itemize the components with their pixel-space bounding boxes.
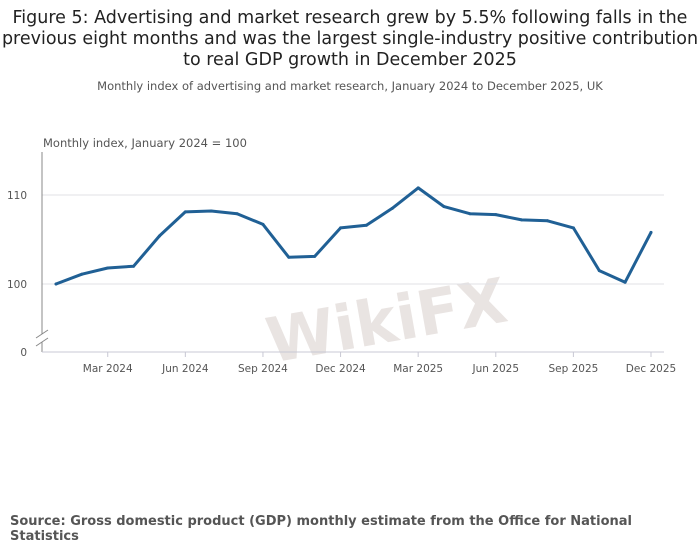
y-tick-label: 110	[7, 190, 27, 202]
data-point-apr-2024	[132, 264, 136, 268]
y-axis-label: Monthly index, January 2024 = 100	[43, 136, 247, 150]
x-tick-label: Sep 2025	[548, 363, 598, 375]
watermark: WikiFX	[261, 264, 512, 378]
data-point-sep-2025	[571, 226, 575, 230]
data-point-jun-2025	[494, 213, 498, 217]
data-point-dec-2025	[649, 230, 653, 234]
y-tick-label: 0	[20, 347, 27, 359]
data-point-jan-2024	[54, 282, 58, 286]
data-point-aug-2025	[546, 219, 550, 223]
x-tick-label: Sep 2024	[238, 363, 288, 375]
x-tick-label: Mar 2024	[83, 363, 133, 375]
x-tick-label: Jun 2025	[472, 363, 519, 375]
data-point-oct-2025	[597, 269, 601, 273]
x-tick-label: Dec 2024	[315, 363, 366, 375]
series-line	[54, 186, 653, 286]
data-point-jun-2024	[183, 210, 187, 214]
axis-break-mark	[35, 329, 49, 339]
x-tick-label: Mar 2025	[393, 363, 443, 375]
data-point-jan-2025	[364, 223, 368, 227]
data-point-aug-2024	[235, 212, 239, 216]
data-point-apr-2025	[442, 205, 446, 209]
data-point-feb-2024	[80, 272, 84, 276]
y-tick-label: 100	[7, 279, 27, 291]
data-point-oct-2024	[287, 255, 291, 259]
chart-subtitle: Monthly index of advertising and market …	[97, 79, 603, 93]
data-point-jul-2024	[209, 209, 213, 213]
data-point-feb-2025	[390, 206, 394, 210]
data-point-nov-2024	[313, 254, 317, 258]
source-note: Source: Gross domestic product (GDP) mon…	[10, 514, 633, 544]
x-tick-label: Jun 2024	[161, 363, 209, 375]
chart-title: Figure 5: Advertising and market researc…	[1, 8, 699, 70]
data-point-nov-2025	[623, 280, 627, 284]
axis-break-gap	[34, 334, 50, 342]
data-point-dec-2024	[339, 226, 343, 230]
x-tick-label: Dec 2025	[626, 363, 676, 375]
data-point-sep-2024	[261, 222, 265, 226]
data-point-may-2024	[157, 234, 161, 238]
data-point-mar-2024	[106, 266, 110, 270]
axis-break-mark	[35, 337, 49, 347]
data-point-may-2025	[468, 212, 472, 216]
data-point-mar-2025	[416, 186, 420, 190]
data-point-jul-2025	[520, 218, 524, 222]
